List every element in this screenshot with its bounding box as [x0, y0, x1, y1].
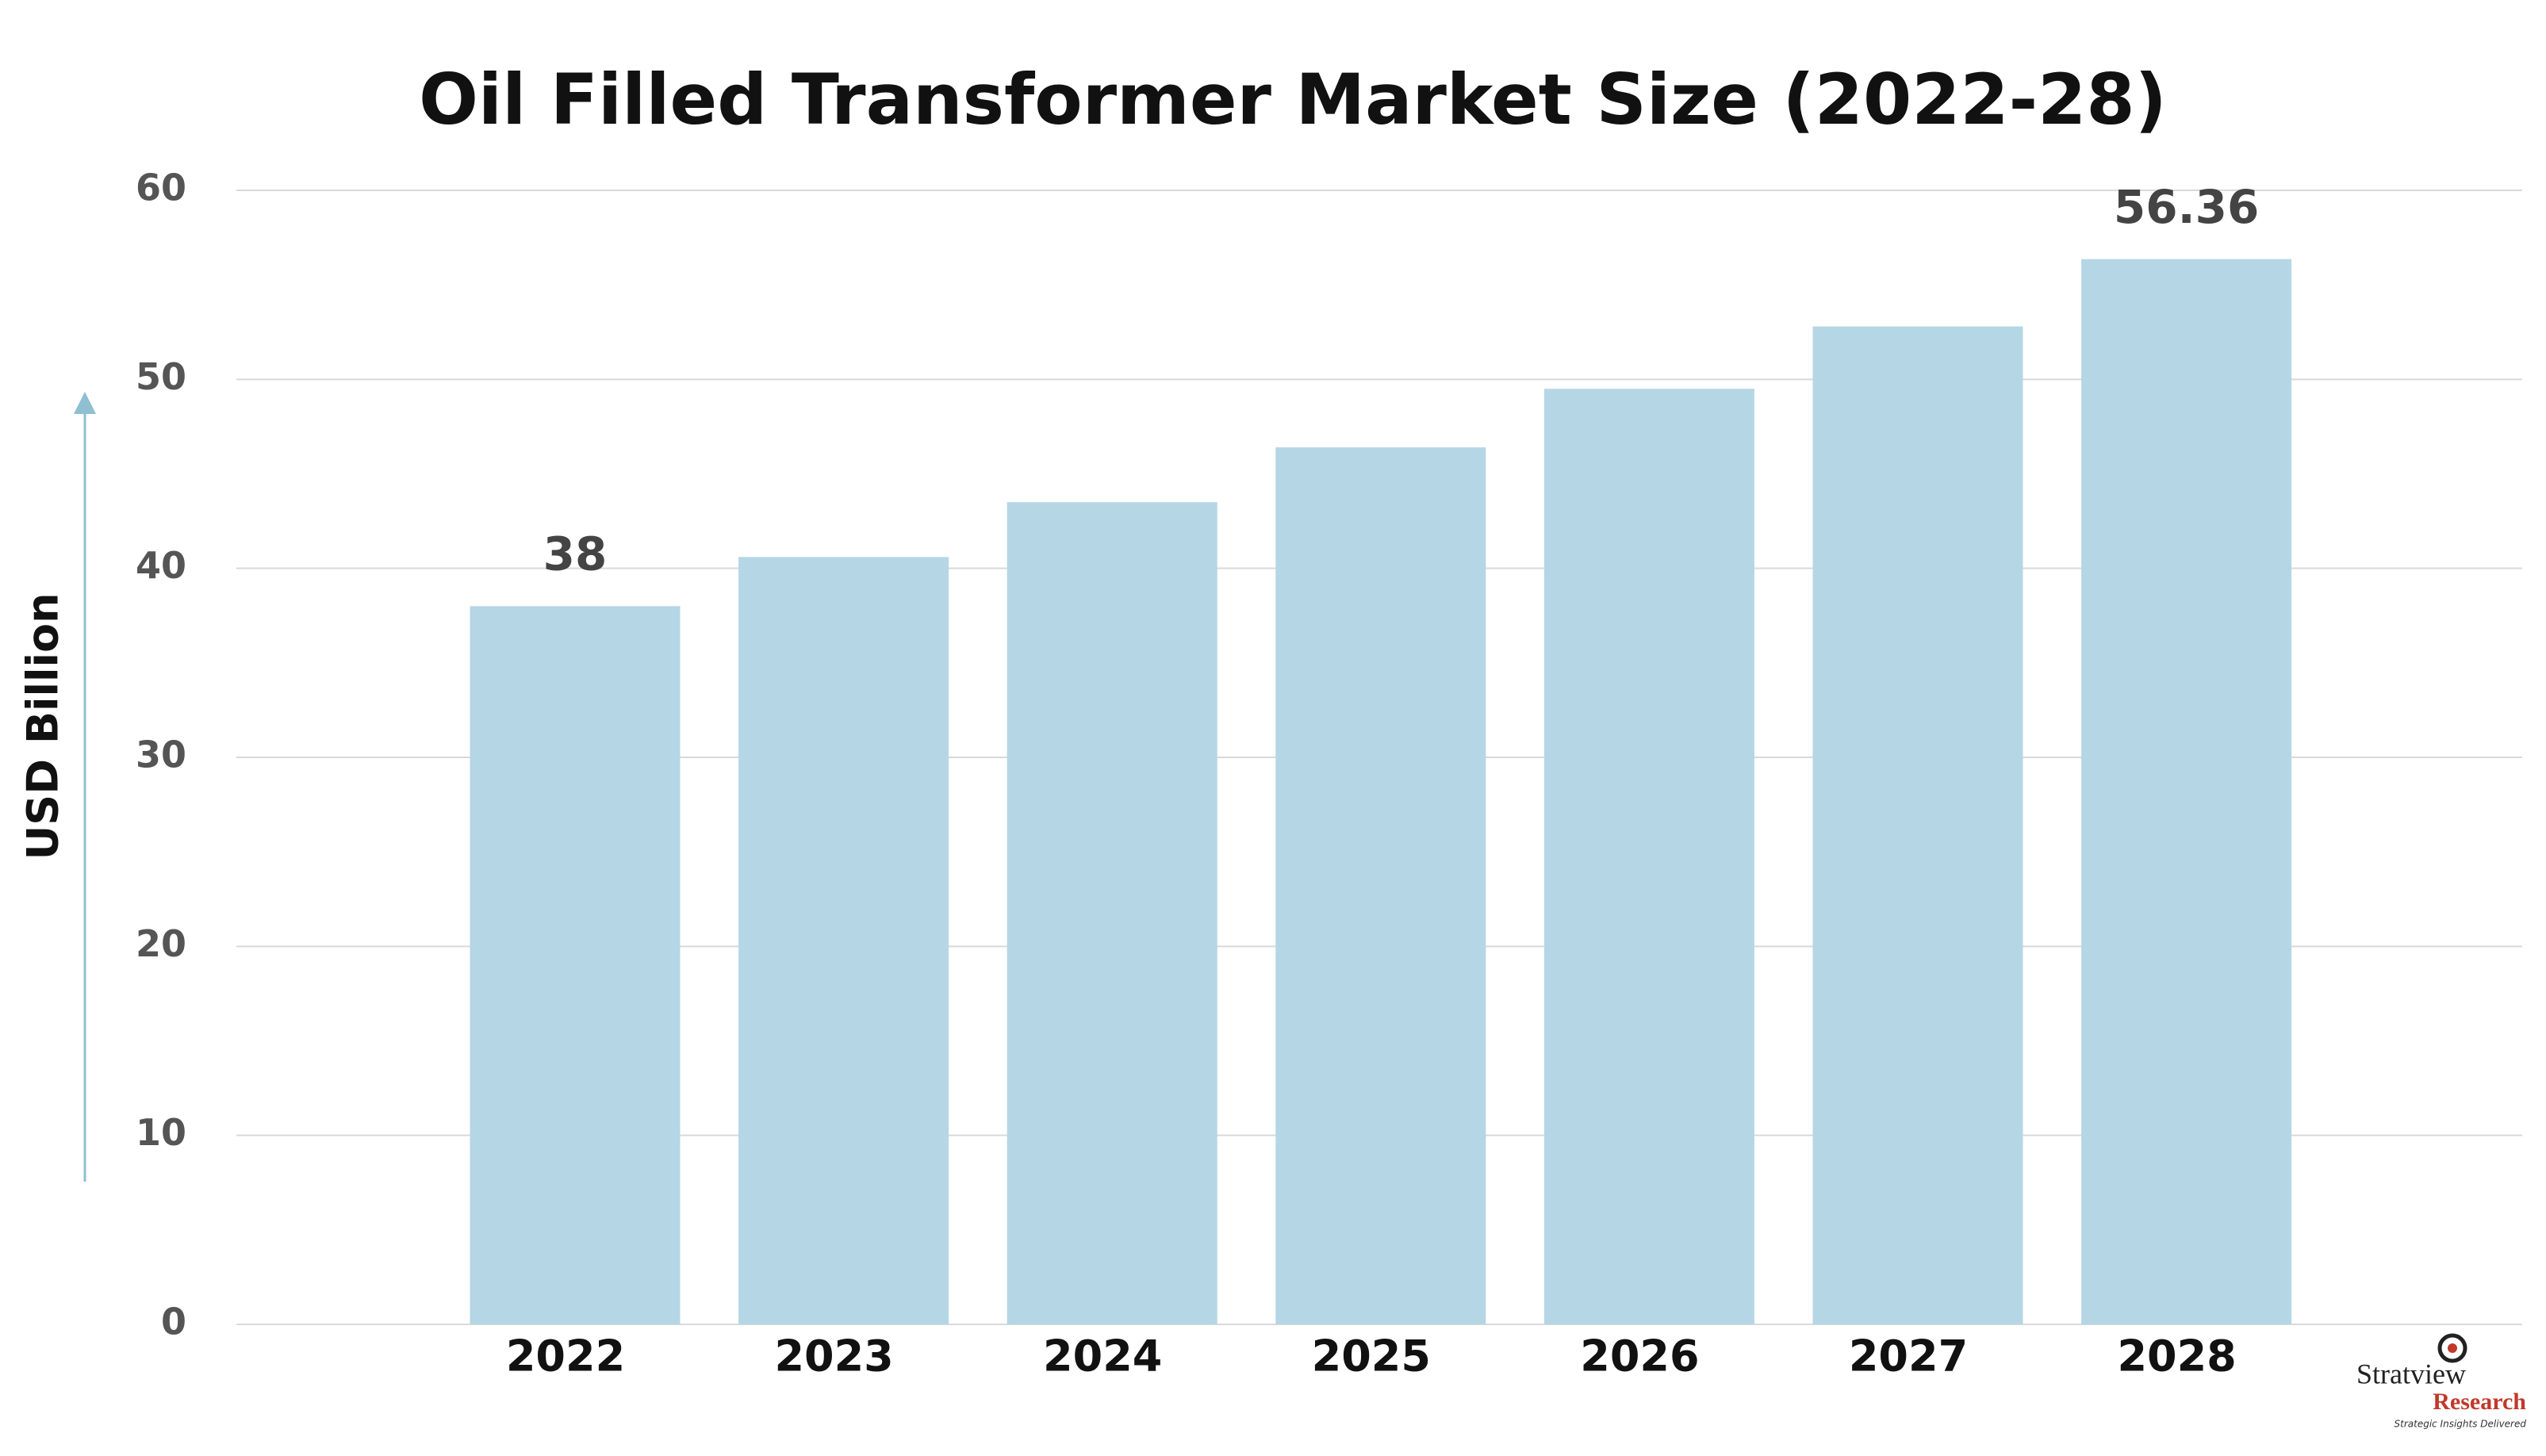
bar [2081, 259, 2292, 1325]
logo-sub: Research [2433, 1389, 2526, 1415]
y-axis-label: USD Billion [18, 592, 68, 860]
logo: Stratview Research Strategic Insights De… [2356, 1333, 2527, 1430]
chart-title: Oil Filled Transformer Market Size (2022… [419, 59, 2167, 140]
x-tick-label: 2028 [2117, 1331, 2236, 1381]
value-label: 38 [543, 527, 608, 580]
value-label: 56.36 [2114, 180, 2259, 234]
bar [1275, 447, 1486, 1325]
logo-name: Stratview [2356, 1358, 2466, 1389]
x-tick-label: 2024 [1043, 1331, 1162, 1381]
axis-arrow-head [74, 392, 96, 414]
bar [470, 606, 681, 1324]
logo-icon [2448, 1343, 2457, 1353]
y-tick-label: 0 [161, 1301, 186, 1343]
x-tick-label: 2026 [1580, 1331, 1699, 1381]
y-tick-label: 60 [136, 167, 186, 209]
x-tick-label: 2027 [1849, 1331, 1968, 1381]
bar [1007, 502, 1217, 1324]
bar [1812, 326, 2023, 1325]
y-tick-label: 10 [136, 1111, 186, 1154]
logo-icon [2437, 1333, 2467, 1363]
bar [738, 557, 949, 1324]
x-tick-label: 2023 [774, 1331, 893, 1381]
y-tick-label: 40 [136, 544, 186, 587]
y-tick-label: 20 [136, 922, 186, 965]
x-tick-label: 2025 [1312, 1331, 1431, 1381]
x-tick-label: 2022 [506, 1331, 625, 1381]
logo-tagline: Strategic Insights Delivered [2395, 1419, 2527, 1430]
bar [1543, 389, 1754, 1324]
y-tick-label: 50 [136, 355, 186, 398]
y-tick-label: 30 [136, 734, 186, 776]
